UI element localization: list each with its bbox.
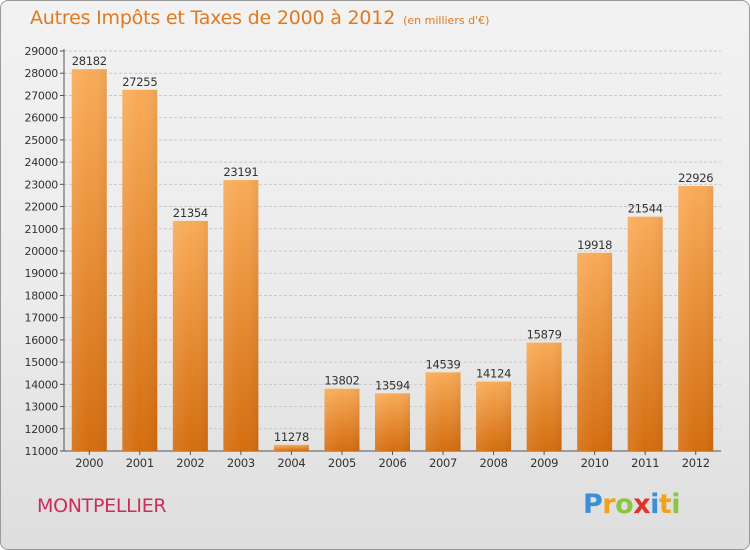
value-label-2002: 21354: [173, 206, 208, 220]
proxiti-logo[interactable]: Proxiti: [583, 489, 681, 520]
y-tick-label: 29000: [25, 45, 59, 58]
y-tick-label: 21000: [25, 223, 59, 236]
value-label-2003: 23191: [223, 165, 258, 179]
bar-shine-2011: [627, 216, 663, 451]
bar-shine-2010: [577, 252, 613, 451]
y-tick-label: 23000: [25, 178, 59, 191]
x-tick-label-2009: 2009: [530, 456, 558, 470]
value-label-2011: 21544: [628, 202, 663, 216]
x-tick-label-2007: 2007: [429, 456, 457, 470]
x-tick-label-2004: 2004: [277, 456, 305, 470]
y-tick-label: 11000: [25, 445, 59, 458]
value-label-2000: 28182: [72, 54, 107, 68]
x-tick-label-2000: 2000: [75, 456, 103, 470]
bar-shine-2008: [476, 381, 512, 451]
y-tick-label: 16000: [25, 334, 59, 347]
y-tick-label: 22000: [25, 201, 59, 214]
bar-layer: [71, 69, 714, 452]
y-tick-label: 24000: [25, 156, 59, 169]
x-tick-label-2001: 2001: [126, 456, 154, 470]
bar-shine-2001: [122, 89, 158, 452]
y-tick-label: 25000: [25, 134, 59, 147]
y-tick-label: 17000: [25, 312, 59, 325]
x-tick-label-2008: 2008: [480, 456, 508, 470]
bar-shine-2000: [71, 69, 107, 451]
bar-shine-2012: [678, 185, 714, 451]
y-tick-label: 12000: [25, 423, 59, 436]
y-tick-label: 13000: [25, 401, 59, 414]
y-tick-label: 14000: [25, 378, 59, 391]
chart-subtitle: (en milliers d'€): [403, 14, 490, 27]
y-tick-label: 20000: [25, 245, 59, 258]
value-label-2004: 11278: [274, 430, 309, 444]
bar-shine-2006: [375, 393, 410, 451]
label-layer: 11000 12000 13000 14000 15000 16000 17000 18000…: [25, 45, 714, 470]
y-tick-label: 15000: [25, 356, 59, 369]
value-label-2010: 19918: [577, 238, 612, 252]
chart-title: Autres Impôts et Taxes de 2000 à 2012: [30, 7, 396, 29]
x-tick-label-2006: 2006: [378, 456, 406, 470]
x-tick-label-2005: 2005: [328, 456, 356, 470]
bar-shine-2005: [324, 388, 360, 451]
bar-shine-2002: [172, 220, 208, 451]
value-label-2006: 13594: [375, 378, 410, 392]
x-tick-label-2003: 2003: [227, 456, 255, 470]
x-tick-label-2011: 2011: [631, 456, 659, 470]
y-tick-label: 27000: [25, 89, 59, 102]
x-tick-label-2012: 2012: [682, 456, 710, 470]
value-label-2009: 15879: [527, 328, 562, 342]
x-tick-label-2002: 2002: [176, 456, 204, 470]
y-tick-label: 26000: [25, 112, 59, 125]
bar-shine-2004: [273, 444, 309, 451]
y-tick-label: 19000: [25, 267, 59, 280]
y-tick-label: 28000: [25, 67, 59, 80]
x-tick-label-2010: 2010: [581, 456, 609, 470]
value-label-2007: 14539: [425, 357, 460, 371]
value-label-2005: 13802: [324, 374, 359, 388]
y-tick-label: 18000: [25, 289, 59, 302]
value-label-2008: 14124: [476, 367, 511, 381]
value-label-2001: 27255: [122, 75, 157, 89]
bar-shine-2009: [526, 342, 562, 451]
bar-shine-2007: [425, 372, 461, 451]
bar-shine-2003: [223, 180, 259, 452]
chart-title-row: Autres Impôts et Taxes de 2000 à 2012 (en…: [30, 7, 489, 29]
city-name: MONTPELLIER: [37, 495, 167, 517]
value-label-2012: 22926: [678, 171, 713, 185]
